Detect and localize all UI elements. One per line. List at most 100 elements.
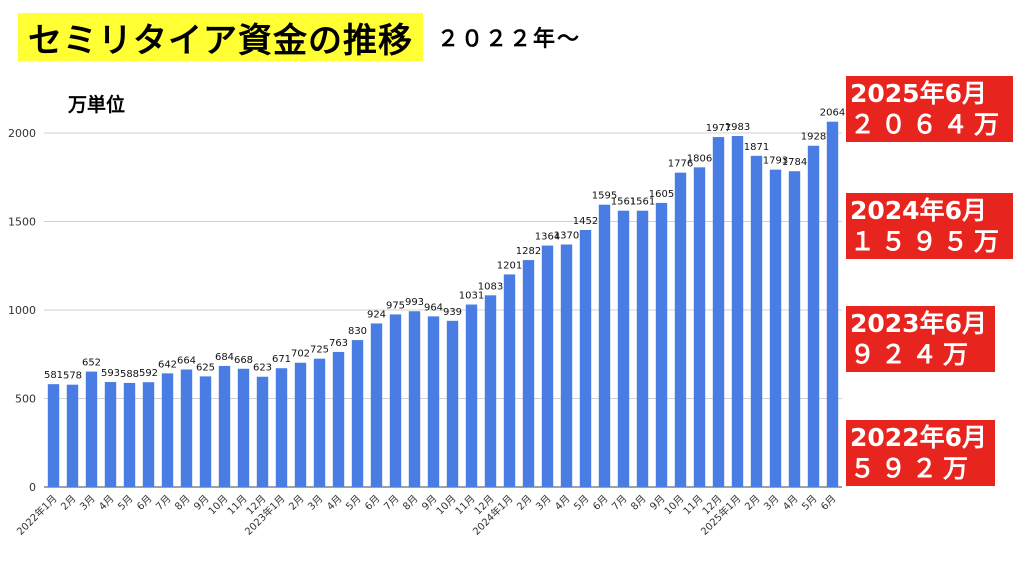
data-label: 1806 bbox=[687, 153, 712, 164]
x-tick-label: 11月 bbox=[453, 493, 478, 518]
x-tick-label: 10月 bbox=[206, 493, 231, 518]
data-label: 725 bbox=[310, 345, 329, 356]
bar bbox=[788, 171, 801, 487]
data-label: 1364 bbox=[535, 232, 560, 243]
data-label: 1452 bbox=[573, 216, 598, 227]
bar bbox=[769, 169, 782, 487]
x-tick-label: 2月 bbox=[743, 493, 763, 513]
data-label: 593 bbox=[101, 368, 120, 379]
data-label: 1983 bbox=[725, 122, 750, 133]
bar bbox=[313, 358, 326, 487]
data-label: 1595 bbox=[592, 191, 617, 202]
x-tick-label: 7月 bbox=[382, 493, 402, 513]
bar bbox=[693, 167, 706, 487]
x-tick-label: 4月 bbox=[781, 493, 801, 513]
x-tick-label: 5月 bbox=[344, 493, 364, 513]
bar bbox=[370, 323, 383, 487]
data-label: 830 bbox=[348, 326, 367, 337]
bar bbox=[389, 314, 402, 487]
bar bbox=[427, 316, 440, 487]
bar bbox=[712, 137, 725, 488]
data-label: 652 bbox=[82, 358, 101, 369]
callout-amount: １５９５万 bbox=[850, 227, 1006, 256]
x-tick-label: 2月 bbox=[59, 493, 79, 513]
data-label: 924 bbox=[367, 309, 386, 320]
data-label: 993 bbox=[405, 297, 424, 308]
x-tick-label: 5月 bbox=[572, 493, 592, 513]
bar-chart: 0 500 1000 1500 2000 581 2022年1月 578 2月 652 3月 593 4… bbox=[8, 108, 845, 538]
data-label: 964 bbox=[424, 302, 443, 313]
callout-2022-06: 2022年6月 ５９２万 bbox=[846, 420, 995, 486]
bar bbox=[275, 368, 288, 487]
bar bbox=[807, 145, 820, 487]
x-tick-label: 2月 bbox=[515, 493, 535, 513]
callout-2023-06: 2023年6月 ９２４万 bbox=[846, 306, 995, 372]
data-label: 578 bbox=[63, 371, 82, 382]
bar bbox=[142, 382, 155, 487]
bar bbox=[560, 244, 573, 487]
callout-2025-06: 2025年6月 ２０６４万 bbox=[846, 76, 1014, 142]
x-tick-label: 8月 bbox=[401, 493, 421, 513]
bar bbox=[199, 376, 212, 487]
data-label: 581 bbox=[44, 370, 63, 381]
bar bbox=[161, 373, 174, 487]
data-label: 1977 bbox=[706, 123, 731, 134]
callout-amount: ２０６４万 bbox=[850, 110, 1006, 139]
x-tick-label: 10月 bbox=[434, 493, 459, 518]
bar bbox=[104, 382, 117, 487]
bar bbox=[617, 210, 630, 487]
data-label: 1928 bbox=[801, 132, 826, 143]
x-tick-label: 4月 bbox=[325, 493, 345, 513]
data-label: 671 bbox=[272, 354, 291, 365]
callout-date: 2025年6月 bbox=[850, 79, 987, 108]
x-tick-label: 10月 bbox=[662, 493, 687, 518]
bar bbox=[750, 155, 763, 487]
x-tick-label: 8月 bbox=[629, 493, 649, 513]
unit-label: 万単位 bbox=[68, 94, 126, 116]
y-tick-label: 2000 bbox=[8, 127, 36, 140]
x-tick-label: 8月 bbox=[173, 493, 193, 513]
data-label: 1282 bbox=[516, 246, 541, 257]
bar bbox=[484, 295, 497, 487]
data-label: 664 bbox=[177, 355, 196, 366]
data-label: 1083 bbox=[478, 281, 503, 292]
data-label: 939 bbox=[443, 307, 462, 318]
x-tick-label: 4月 bbox=[97, 493, 117, 513]
x-tick-label: 3月 bbox=[306, 493, 326, 513]
data-label: 1776 bbox=[668, 159, 693, 170]
bar bbox=[674, 172, 687, 487]
bar bbox=[826, 121, 839, 487]
bar bbox=[408, 311, 421, 487]
data-label: 702 bbox=[291, 349, 310, 360]
callout-date: 2023年6月 bbox=[850, 309, 987, 338]
x-tick-label: 6月 bbox=[591, 493, 611, 513]
callout-amount: ５９２万 bbox=[850, 454, 975, 483]
data-label: 1871 bbox=[744, 142, 769, 153]
data-label: 1605 bbox=[649, 189, 674, 200]
bar bbox=[731, 136, 744, 487]
data-label: 975 bbox=[386, 300, 405, 311]
x-tick-label: 7月 bbox=[154, 493, 174, 513]
bar bbox=[655, 202, 668, 488]
data-label: 1201 bbox=[497, 260, 522, 271]
data-label: 625 bbox=[196, 362, 215, 373]
callout-date: 2022年6月 bbox=[850, 423, 987, 452]
x-tick-label: 2022年1月 bbox=[14, 492, 60, 538]
y-tick-label: 1000 bbox=[8, 304, 36, 317]
x-tick-label: 6月 bbox=[819, 493, 839, 513]
y-tick-label: 1500 bbox=[8, 216, 36, 229]
bar bbox=[598, 204, 611, 487]
x-tick-label: 3月 bbox=[78, 493, 98, 513]
callout-amount: ９２４万 bbox=[850, 340, 975, 369]
bar bbox=[66, 384, 79, 487]
bar bbox=[351, 340, 364, 487]
chart-title: セミリタイア資金の推移 bbox=[18, 13, 423, 61]
callout-2024-06: 2024年6月 １５９５万 bbox=[846, 193, 1014, 259]
x-tick-label: 7月 bbox=[610, 493, 630, 513]
data-label: 1561 bbox=[630, 197, 655, 208]
bar bbox=[294, 362, 307, 487]
bar bbox=[256, 376, 269, 487]
x-tick-label: 5月 bbox=[116, 493, 136, 513]
data-label: 588 bbox=[120, 369, 139, 380]
x-tick-label: 2月 bbox=[287, 493, 307, 513]
